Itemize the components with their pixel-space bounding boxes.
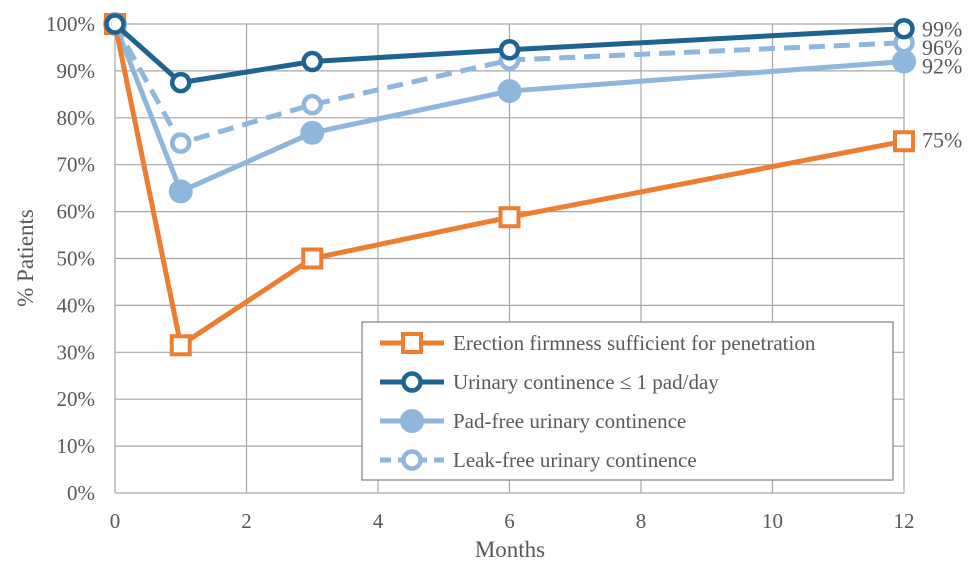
series-line bbox=[112, 22, 905, 146]
end-value-label: 96% bbox=[922, 35, 962, 60]
legend-box bbox=[361, 321, 894, 481]
y-tick-label: 100% bbox=[46, 12, 95, 36]
legend-label: Pad-free urinary continence bbox=[453, 409, 686, 433]
data-point bbox=[301, 93, 323, 116]
end-labels: 75% 99% 92%96% bbox=[922, 17, 962, 153]
y-tick-label: 20% bbox=[57, 387, 96, 411]
legend-item: Erection firmness sufficient for penetra… bbox=[380, 331, 816, 355]
x-tick-label: 2 bbox=[241, 509, 252, 533]
data-point bbox=[498, 39, 521, 61]
data-point bbox=[300, 120, 325, 145]
series-2 bbox=[104, 13, 915, 94]
data-point bbox=[170, 71, 192, 94]
x-tick-label: 10 bbox=[762, 509, 783, 533]
data-point bbox=[170, 132, 192, 154]
x-tick-label: 4 bbox=[373, 509, 384, 533]
y-tick-label: 0% bbox=[67, 481, 95, 505]
data-point bbox=[497, 79, 522, 104]
y-tick-label: 90% bbox=[57, 59, 96, 83]
legend-label: Leak-free urinary continence bbox=[453, 448, 697, 472]
y-tick-label: 80% bbox=[57, 106, 96, 130]
data-point bbox=[498, 206, 521, 229]
x-tick-label: 12 bbox=[894, 509, 915, 533]
legend-marker-swatch bbox=[400, 409, 424, 433]
y-tick-label: 10% bbox=[57, 434, 96, 458]
y-tick-label: 30% bbox=[57, 340, 96, 364]
legend-item: Leak-free urinary continence bbox=[380, 448, 697, 472]
y-tick-label: 60% bbox=[57, 200, 96, 224]
data-point bbox=[301, 247, 324, 270]
y-tick-label: 50% bbox=[57, 247, 96, 271]
legend-marker-swatch bbox=[401, 371, 423, 393]
legend-marker-swatch bbox=[401, 332, 423, 354]
y-tick-label: 40% bbox=[57, 293, 96, 317]
legend-item: Pad-free urinary continence bbox=[380, 409, 686, 433]
data-point bbox=[104, 13, 126, 35]
legend-label: Erection firmness sufficient for penetra… bbox=[453, 331, 816, 355]
x-tick-label: 0 bbox=[110, 509, 121, 533]
end-value-label: 75% bbox=[922, 127, 962, 152]
end-value-label: 99% bbox=[922, 17, 962, 42]
tick-labels: 0% 10% 20% 30% 40% 50% 60% 70% 80% 90% 100% 0 2 4 6 8 10… bbox=[46, 12, 915, 533]
legend-marker-swatch bbox=[401, 449, 423, 471]
data-point bbox=[893, 17, 915, 40]
y-axis-title: % Patients bbox=[13, 209, 38, 307]
end-value-label: 92% bbox=[922, 54, 962, 79]
x-axis-title: Months bbox=[475, 537, 545, 561]
data-point bbox=[168, 179, 193, 204]
x-tick-label: 8 bbox=[636, 509, 647, 533]
data-point bbox=[301, 50, 323, 73]
legend-item: Urinary continence ≤ 1 pad/day bbox=[380, 370, 719, 394]
x-tick-label: 6 bbox=[504, 509, 515, 533]
series-layer bbox=[103, 12, 916, 357]
data-point bbox=[893, 130, 915, 153]
legend: Erection firmness sufficient for penetra… bbox=[361, 321, 894, 481]
legend-label: Urinary continence ≤ 1 pad/day bbox=[453, 370, 719, 394]
data-point bbox=[892, 49, 916, 74]
data-point bbox=[169, 334, 192, 357]
y-tick-label: 70% bbox=[57, 153, 96, 177]
